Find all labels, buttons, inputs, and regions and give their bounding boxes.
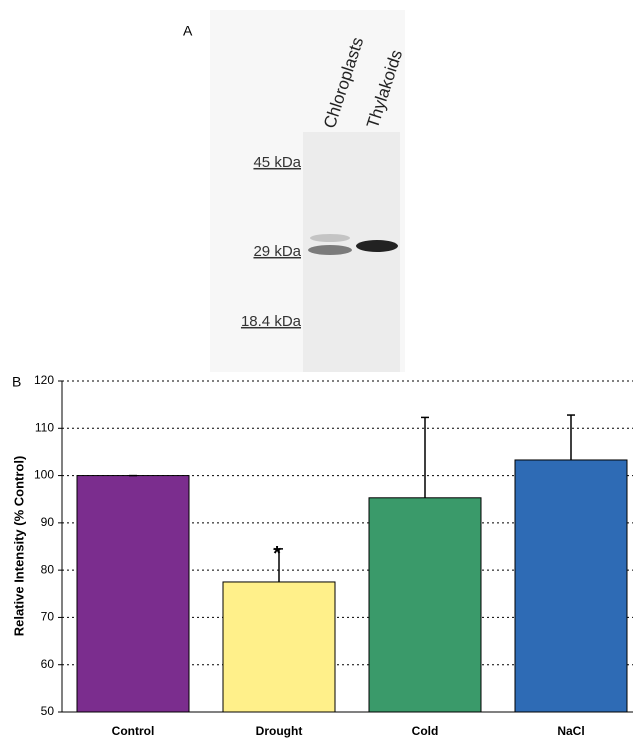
bar xyxy=(76,475,190,713)
panel-label: A xyxy=(183,23,193,39)
y-tick-label: 70 xyxy=(41,610,55,624)
annotation: * xyxy=(273,543,281,565)
y-tick-label: 80 xyxy=(41,562,55,576)
x-tick-label: Cold xyxy=(412,724,439,738)
x-tick-label: Drought xyxy=(256,724,303,738)
marker-label: 29 kDa xyxy=(253,243,301,260)
y-tick-label: 110 xyxy=(35,420,54,434)
band xyxy=(310,234,350,242)
y-tick-label: 90 xyxy=(41,515,55,529)
panel-label: B xyxy=(12,374,21,390)
bar xyxy=(514,459,628,713)
y-tick-label: 60 xyxy=(41,657,55,671)
bar xyxy=(368,497,482,713)
band xyxy=(356,240,398,252)
band xyxy=(308,245,352,255)
bar xyxy=(222,581,336,713)
marker-label: 45 kDa xyxy=(253,154,301,171)
y-axis-label: Relative Intensity (% Control) xyxy=(11,456,26,637)
x-tick-label: NaCl xyxy=(557,724,584,738)
y-tick-label: 50 xyxy=(41,704,55,718)
y-tick-label: 120 xyxy=(34,373,54,387)
marker-label: 18.4 kDa xyxy=(241,313,302,330)
y-tick-label: 100 xyxy=(34,468,54,482)
x-tick-label: Control xyxy=(112,724,155,738)
